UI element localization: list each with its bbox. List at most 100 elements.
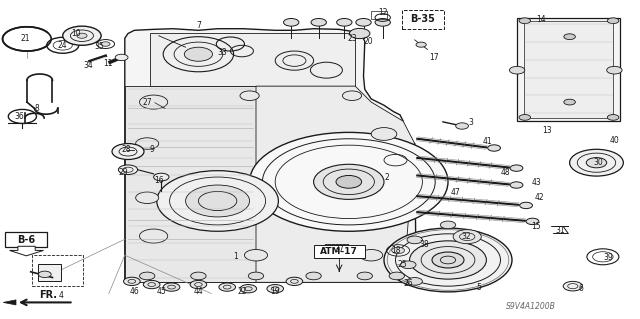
FancyBboxPatch shape — [5, 232, 47, 247]
Text: 43: 43 — [531, 178, 541, 187]
Text: B-6: B-6 — [17, 234, 35, 245]
Circle shape — [564, 99, 575, 105]
Circle shape — [510, 182, 523, 188]
Text: 9: 9 — [149, 145, 154, 154]
Circle shape — [389, 272, 404, 280]
Circle shape — [349, 28, 370, 39]
Polygon shape — [524, 21, 613, 118]
Polygon shape — [125, 86, 256, 282]
Bar — [314, 245, 365, 258]
Circle shape — [416, 42, 426, 47]
Circle shape — [519, 115, 531, 120]
Circle shape — [336, 175, 362, 188]
Text: 45: 45 — [156, 287, 166, 296]
Text: 38: 38 — [419, 240, 429, 249]
Circle shape — [244, 249, 268, 261]
Circle shape — [186, 185, 250, 217]
Circle shape — [143, 280, 160, 289]
Circle shape — [410, 241, 486, 279]
Circle shape — [310, 62, 342, 78]
Circle shape — [371, 128, 397, 140]
Text: 17: 17 — [429, 53, 439, 62]
Text: 13: 13 — [542, 126, 552, 135]
Text: 3: 3 — [468, 118, 473, 127]
Circle shape — [570, 149, 623, 176]
Circle shape — [519, 18, 531, 24]
Text: 19: 19 — [270, 287, 280, 296]
Circle shape — [564, 34, 575, 40]
Text: 35: 35 — [94, 42, 104, 51]
Circle shape — [563, 281, 582, 291]
Text: 25: 25 — [397, 260, 407, 269]
Text: 37: 37 — [334, 245, 344, 254]
Text: 1: 1 — [233, 252, 238, 261]
Circle shape — [163, 37, 234, 72]
Polygon shape — [125, 29, 416, 282]
Polygon shape — [517, 18, 620, 121]
Text: 8: 8 — [35, 104, 40, 113]
Text: B-35: B-35 — [410, 14, 435, 25]
Text: 28: 28 — [122, 145, 131, 154]
Polygon shape — [256, 86, 415, 282]
Circle shape — [286, 277, 303, 286]
Circle shape — [407, 236, 422, 244]
Circle shape — [112, 144, 144, 160]
Text: 36: 36 — [14, 112, 24, 121]
Text: FR.: FR. — [39, 291, 57, 300]
Polygon shape — [3, 300, 16, 305]
Circle shape — [136, 138, 159, 149]
Circle shape — [510, 165, 523, 171]
Text: 39: 39 — [603, 253, 613, 262]
Circle shape — [63, 26, 101, 45]
Circle shape — [240, 285, 257, 293]
Text: 18: 18 — [391, 246, 400, 255]
Circle shape — [488, 145, 500, 151]
Text: 16: 16 — [154, 176, 164, 185]
Circle shape — [136, 192, 159, 204]
Bar — [325, 244, 348, 255]
Circle shape — [219, 283, 236, 291]
Text: 15: 15 — [531, 222, 541, 231]
Bar — [32, 255, 83, 286]
Text: 42: 42 — [534, 193, 545, 202]
Text: 27: 27 — [142, 98, 152, 107]
Circle shape — [526, 218, 539, 225]
Circle shape — [306, 272, 321, 280]
Circle shape — [342, 91, 362, 100]
Text: 12: 12 — [378, 8, 387, 17]
Circle shape — [375, 19, 390, 26]
Text: 21: 21 — [21, 34, 30, 43]
Text: 7: 7 — [196, 21, 201, 30]
Text: 20: 20 — [363, 37, 373, 46]
Circle shape — [311, 19, 326, 26]
Text: 14: 14 — [536, 15, 546, 24]
Circle shape — [157, 171, 278, 231]
Text: 4: 4 — [58, 291, 63, 300]
Polygon shape — [150, 33, 355, 86]
Circle shape — [38, 271, 51, 278]
Bar — [325, 244, 348, 255]
FancyArrowPatch shape — [21, 300, 71, 305]
Circle shape — [101, 42, 110, 46]
Text: S9V4A1200B: S9V4A1200B — [506, 302, 556, 311]
Text: 24: 24 — [58, 41, 68, 50]
Circle shape — [509, 66, 525, 74]
Circle shape — [140, 272, 155, 280]
Text: 32: 32 — [461, 232, 471, 241]
Text: 47: 47 — [451, 188, 461, 197]
Circle shape — [407, 278, 422, 285]
Circle shape — [356, 19, 371, 26]
Circle shape — [456, 123, 468, 129]
Circle shape — [77, 33, 87, 38]
Bar — [38, 264, 61, 281]
Circle shape — [140, 95, 168, 109]
Text: 40: 40 — [609, 136, 620, 145]
Text: 5: 5 — [476, 283, 481, 292]
Bar — [371, 11, 387, 19]
Circle shape — [392, 247, 404, 254]
Text: 2: 2 — [385, 173, 390, 182]
Text: 29: 29 — [118, 168, 129, 177]
Circle shape — [432, 252, 464, 268]
Circle shape — [240, 91, 259, 100]
Circle shape — [586, 158, 607, 168]
